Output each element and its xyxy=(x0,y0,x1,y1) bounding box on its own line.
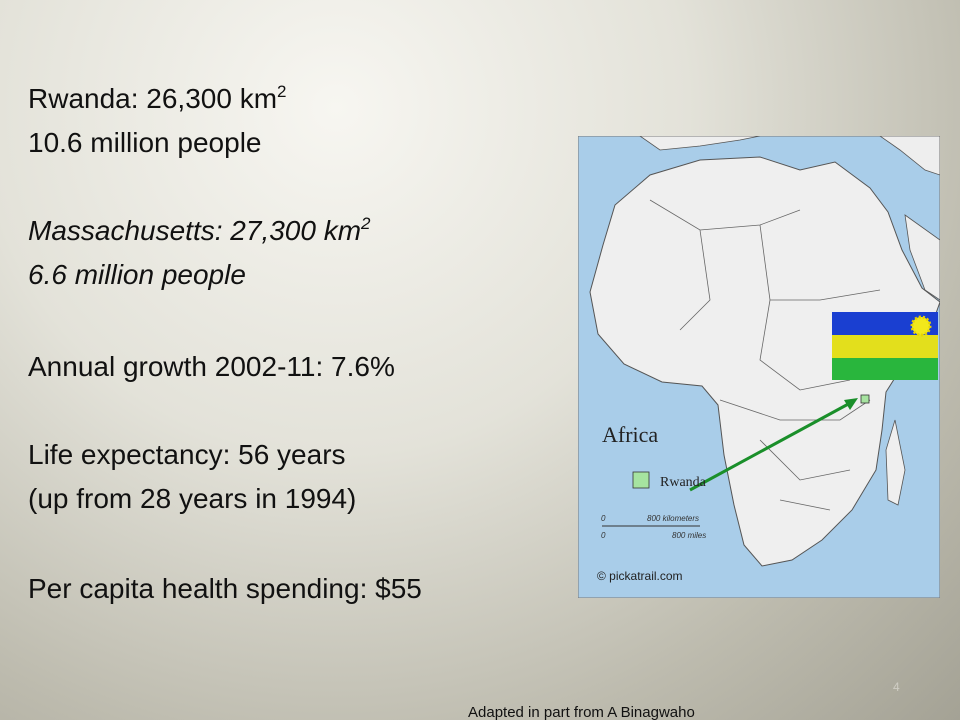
superscript: 2 xyxy=(361,214,371,233)
footer: Adapted in part from A Binagwaho xyxy=(468,704,695,720)
rwanda-highlight xyxy=(860,394,870,404)
text-line: Per capita health spending: $55 xyxy=(28,573,422,604)
text-line: Life expectancy: 56 years xyxy=(28,439,346,470)
text-line: (up from 28 years in 1994) xyxy=(28,483,357,514)
flag-yellow xyxy=(832,335,938,358)
asia xyxy=(879,136,940,176)
text-line: Rwanda: 26,300 km2 xyxy=(28,82,287,116)
line-text: Massachusetts: 27,300 km xyxy=(28,215,362,246)
arabia xyxy=(904,214,940,301)
scale-label: 0 xyxy=(601,531,606,540)
text-line: 10.6 million people xyxy=(28,127,262,158)
scale-label: 0 xyxy=(601,514,606,523)
arrow-head xyxy=(844,398,858,410)
flag-green xyxy=(832,358,938,380)
line-text: Rwanda: 26,300 km xyxy=(28,83,278,114)
africa-continent xyxy=(589,156,940,567)
madagascar xyxy=(885,419,906,506)
map-title: Africa xyxy=(602,422,658,447)
africa-map: Africa Rwanda 0 800 kilometers 0 800 mil… xyxy=(578,136,940,598)
text-line: Annual growth 2002-11: 7.6% xyxy=(28,351,395,382)
flag-sun xyxy=(910,315,932,337)
superscript: 2 xyxy=(277,82,287,101)
arrow-line xyxy=(689,400,853,492)
slide-number: 4 xyxy=(893,680,900,694)
scale-label: 800 kilometers xyxy=(647,514,699,523)
borders xyxy=(649,199,881,511)
scale-label: 800 miles xyxy=(672,531,706,540)
legend-swatch xyxy=(632,471,650,489)
map-credit: © pickatrail.com xyxy=(597,569,683,583)
text-line: Massachusetts: 27,300 km2 xyxy=(28,214,371,248)
text-line: 6.6 million people xyxy=(28,259,246,290)
legend-label: Rwanda xyxy=(660,475,707,490)
europe xyxy=(639,136,761,151)
